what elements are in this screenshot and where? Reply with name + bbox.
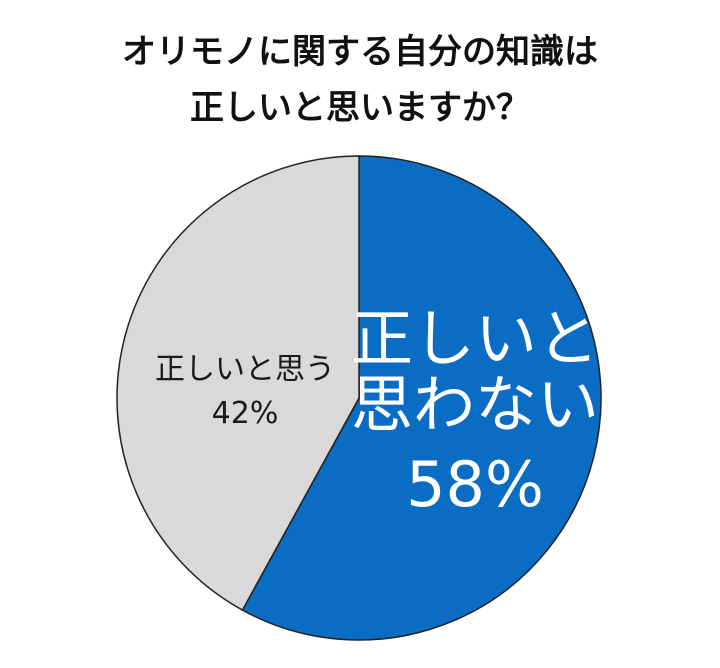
pie-slice — [241, 155, 602, 641]
value-label: 58% — [406, 448, 544, 521]
chart-title: 正しいと思いますか？ — [190, 88, 530, 128]
pie-slice — [116, 155, 360, 612]
slice-label: 正しいと思わない — [350, 302, 599, 441]
value-label: 42% — [211, 396, 279, 431]
chart-title: オリモノに関する自分の知識は — [122, 32, 598, 72]
slice-label: 正しいと思う — [155, 352, 335, 387]
